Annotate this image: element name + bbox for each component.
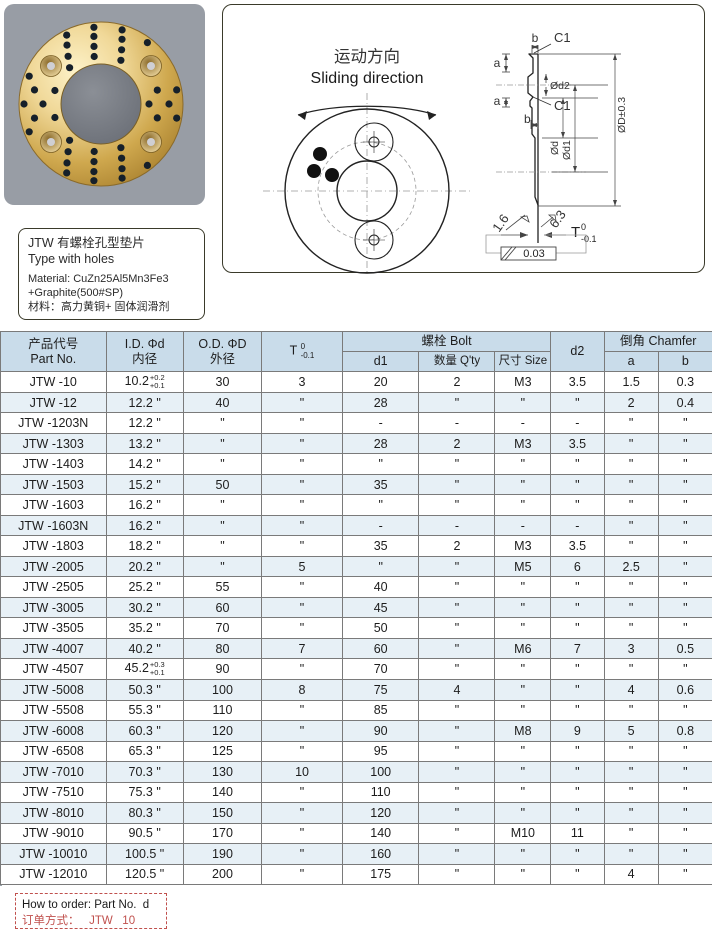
svg-text:Ød1: Ød1 [561,140,573,160]
svg-text:a: a [494,94,501,108]
svg-text:a: a [494,56,501,70]
svg-text:6.3: 6.3 [546,207,569,230]
svg-text:Ød: Ød [549,141,561,155]
svg-text:C1: C1 [554,30,571,45]
svg-text:Sliding direction: Sliding direction [311,70,424,87]
svg-text:运动方向: 运动方向 [334,47,400,66]
svg-text:1.6: 1.6 [489,211,512,234]
svg-text:ØD±0.3: ØD±0.3 [616,97,628,133]
svg-text:0.03: 0.03 [523,248,544,260]
svg-text:-0.1: -0.1 [581,234,597,244]
svg-text:Ød2: Ød2 [550,80,570,92]
svg-text:b: b [524,112,531,126]
svg-text:0: 0 [581,222,586,232]
svg-text:T: T [571,224,580,241]
svg-text:b: b [532,31,539,45]
